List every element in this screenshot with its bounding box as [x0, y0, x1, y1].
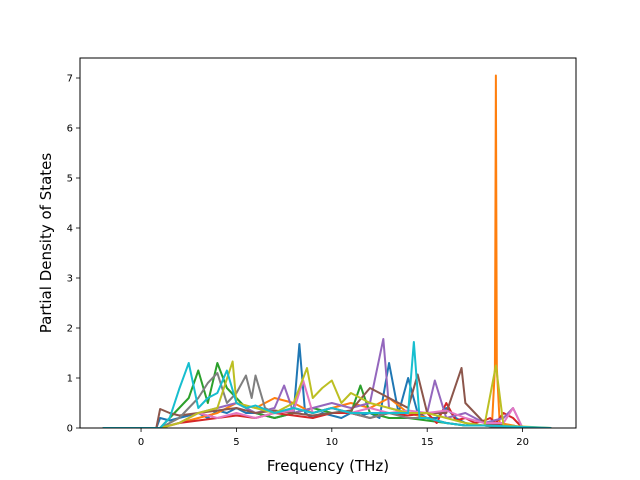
y-axis: 0 1 2 3 4 5 6 7 — [67, 74, 80, 435]
y-tick-label: 6 — [67, 124, 73, 135]
y-tick-label: 1 — [67, 374, 73, 385]
x-tick-label: 20 — [516, 437, 529, 448]
y-tick-label: 5 — [67, 174, 73, 185]
x-tick-label: 5 — [233, 437, 239, 448]
x-tick-label: 10 — [325, 437, 338, 448]
y-tick-label: 0 — [67, 424, 73, 435]
y-tick-label: 7 — [67, 74, 73, 85]
x-axis: 0 5 10 15 20 — [138, 428, 529, 448]
y-tick-label: 2 — [67, 324, 73, 335]
y-tick-label: 3 — [67, 274, 73, 285]
plot-frame — [79, 57, 577, 429]
series-layer — [102, 74, 552, 428]
x-tick-label: 15 — [421, 437, 434, 448]
series-line-9 — [102, 360, 552, 428]
y-axis-title: Partial Density of States — [37, 153, 55, 334]
x-axis-title: Frequency (THz) — [267, 457, 389, 475]
series-line-10 — [102, 341, 552, 428]
x-tick-label: 0 — [138, 437, 144, 448]
y-tick-label: 4 — [67, 224, 73, 235]
